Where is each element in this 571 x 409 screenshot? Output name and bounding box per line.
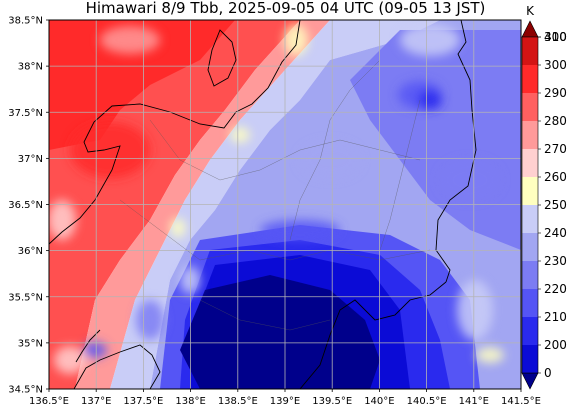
colorbar-segment <box>522 121 538 149</box>
colorbar-segment <box>522 289 538 317</box>
coastline <box>49 20 301 245</box>
tbb-band <box>49 20 235 150</box>
coastline <box>299 281 447 389</box>
colorbar-segment <box>522 149 538 177</box>
colorbar-tick-label: 260 <box>544 170 567 184</box>
lat-tick-label: 35.5°N <box>8 292 43 303</box>
lat-tick-label: 35°N <box>18 338 43 349</box>
colorbar-segment <box>522 205 538 233</box>
colorbar-tick-label: 200 <box>544 338 567 352</box>
lat-tick-label: 36°N <box>18 246 43 257</box>
colorbar-tick-label: 210 <box>544 310 567 324</box>
colorbar-tick-label: 0 <box>544 366 552 380</box>
colorbar-tick-label: 300 <box>544 58 567 72</box>
coastline <box>435 20 477 283</box>
map-title: Himawari 8/9 Tbb, 2025-09-05 04 UTC (09-… <box>85 0 486 17</box>
colorbar-segment <box>522 65 538 93</box>
colorbar-unit: K <box>526 4 535 18</box>
colorbar-segment <box>522 345 538 373</box>
colorbar-tick-label: 270 <box>544 142 567 156</box>
lon-tick-label: 139.5°E <box>312 396 352 407</box>
lon-tick-label: 140°E <box>364 396 394 407</box>
lon-tick-label: 136.5°E <box>29 396 69 407</box>
colorbar-tick-label: 280 <box>544 114 567 128</box>
latitude-axis: 38.5°N 38°N 37.5°N 37°N 36.5°N 36°N 35.5°N 35°N… <box>8 16 49 396</box>
colorbar-segment <box>521 20 539 38</box>
lat-tick-label: 37°N <box>18 154 43 165</box>
colorbar-tick-label: 220 <box>544 282 567 296</box>
coastline-layer <box>49 20 477 389</box>
colorbar-tick-label: 240 <box>544 226 567 240</box>
coastline <box>73 344 161 389</box>
colorbar-segment <box>522 261 538 289</box>
coastline <box>207 29 237 87</box>
lat-tick-label: 38.5°N <box>8 16 43 27</box>
lat-tick-label: 36.5°N <box>8 200 43 211</box>
colorbar-tick-label: 310 <box>544 30 567 44</box>
colorbar-tick-label: 230 <box>544 254 567 268</box>
lon-tick-label: 141.5°E <box>501 396 541 407</box>
prefecture-boundary <box>199 299 331 331</box>
longitude-axis: 136.5°E 137°E 137.5°E 138°E 138.5°E 139°E 139.… <box>29 389 541 407</box>
tbb-band <box>180 275 380 389</box>
colorbar-segment <box>522 37 538 65</box>
prefecture-boundary <box>379 99 421 251</box>
colorbar-segment <box>522 177 538 205</box>
colorbar-tick-label: 400 <box>544 30 567 44</box>
colorbar: 0 200 210 220 230 240 250 260 270 280 290 300 310400… <box>521 4 567 390</box>
lon-tick-label: 139°E <box>270 396 300 407</box>
colorbar-segment <box>522 233 538 261</box>
graticule <box>49 20 521 389</box>
lon-tick-label: 137°E <box>81 396 111 407</box>
colorbar-segment <box>521 372 539 390</box>
lat-tick-label: 34.5°N <box>8 385 43 396</box>
prefecture-boundary <box>119 199 431 261</box>
colorbar-tick-label: 290 <box>544 86 567 100</box>
lat-tick-label: 38°N <box>18 62 43 73</box>
lon-tick-label: 137.5°E <box>123 396 163 407</box>
colorbar-segment <box>522 93 538 121</box>
lon-tick-label: 138.5°E <box>218 396 258 407</box>
colorbar-segment <box>522 317 538 345</box>
lon-tick-label: 138°E <box>175 396 205 407</box>
lon-tick-label: 141°E <box>459 396 489 407</box>
prefecture-boundary <box>149 119 421 181</box>
coastline <box>75 329 101 363</box>
colorbar-tick-label: 250 <box>544 198 567 212</box>
lon-tick-label: 140.5°E <box>407 396 447 407</box>
prefecture-boundary <box>289 59 381 241</box>
lat-tick-label: 37.5°N <box>8 108 43 119</box>
